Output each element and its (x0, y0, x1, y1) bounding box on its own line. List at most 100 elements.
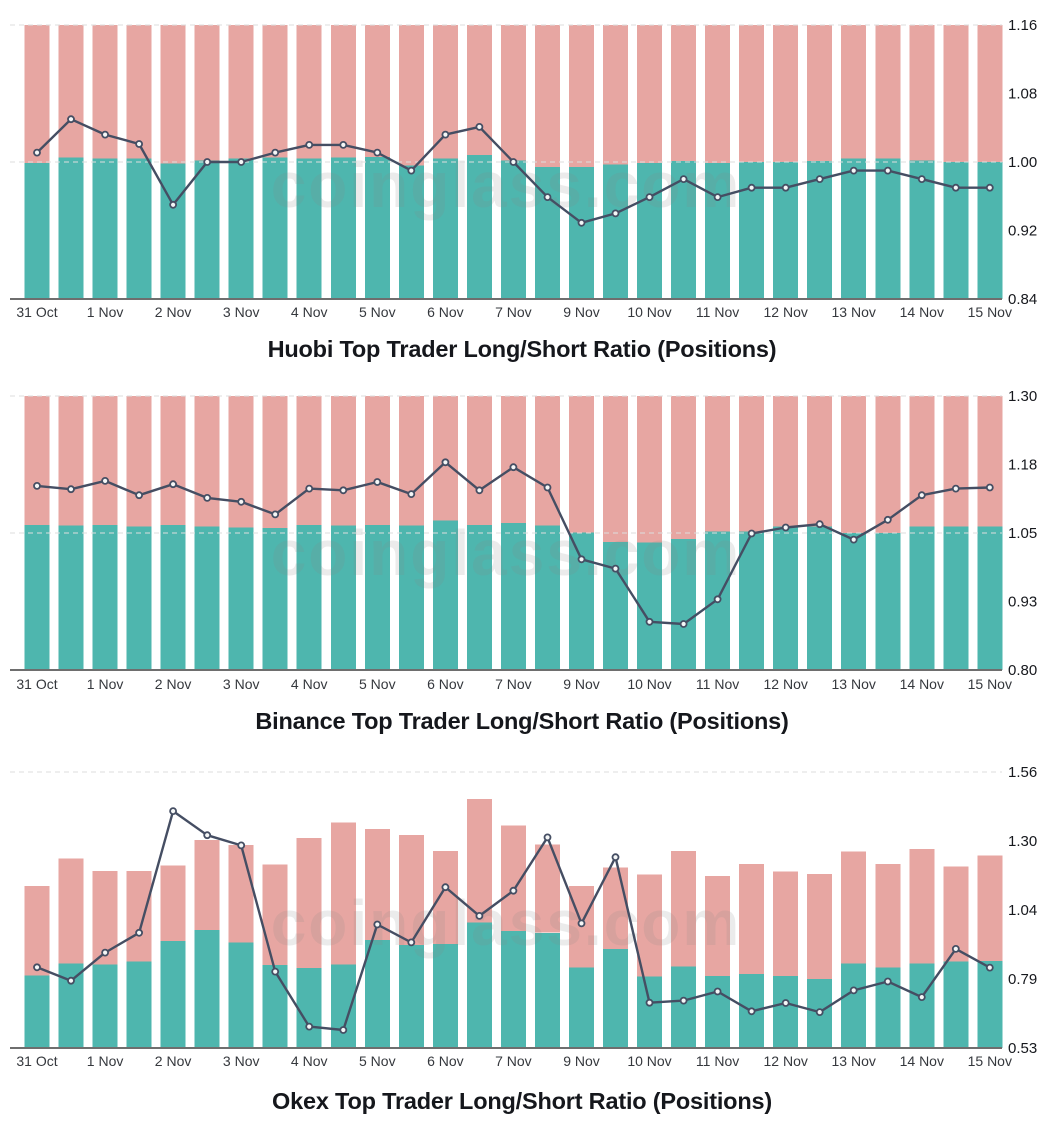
short-bar[interactable] (977, 855, 1003, 961)
ratio-marker[interactable] (713, 193, 722, 202)
short-bar[interactable] (58, 858, 84, 964)
short-bar[interactable] (943, 25, 969, 162)
ratio-marker[interactable] (543, 833, 552, 842)
ratio-marker[interactable] (373, 920, 382, 929)
short-bar[interactable] (296, 838, 322, 969)
ratio-marker[interactable] (917, 491, 926, 500)
long-bar[interactable] (160, 524, 186, 670)
long-bar[interactable] (364, 156, 390, 299)
ratio-marker[interactable] (373, 478, 382, 486)
ratio-marker[interactable] (645, 193, 654, 202)
short-bar[interactable] (705, 25, 731, 163)
long-bar[interactable] (875, 533, 901, 670)
short-bar[interactable] (296, 25, 322, 159)
long-bar[interactable] (24, 162, 50, 299)
long-bar[interactable] (500, 523, 526, 670)
long-bar[interactable] (262, 157, 288, 299)
short-bar[interactable] (909, 25, 935, 161)
short-bar[interactable] (228, 25, 254, 159)
long-bar[interactable] (773, 975, 799, 1048)
ratio-marker[interactable] (543, 193, 552, 202)
short-bar[interactable] (569, 396, 594, 533)
ratio-marker[interactable] (67, 485, 75, 494)
long-bar[interactable] (943, 961, 969, 1048)
ratio-marker[interactable] (577, 555, 586, 564)
ratio-marker[interactable] (407, 166, 416, 175)
long-bar[interactable] (637, 542, 662, 670)
long-bar[interactable] (160, 941, 186, 1048)
short-bar[interactable] (841, 25, 867, 159)
ratio-marker[interactable] (169, 807, 178, 815)
ratio-marker[interactable] (203, 493, 212, 502)
long-bar[interactable] (841, 533, 867, 670)
short-bar[interactable] (977, 25, 1003, 162)
short-bar[interactable] (126, 25, 152, 159)
long-bar[interactable] (739, 531, 765, 670)
short-bar[interactable] (875, 863, 901, 968)
short-bar[interactable] (705, 876, 731, 976)
ratio-marker[interactable] (135, 140, 144, 148)
ratio-marker[interactable] (203, 831, 212, 840)
long-bar[interactable] (330, 157, 356, 299)
ratio-marker[interactable] (339, 140, 348, 149)
long-bar[interactable] (773, 526, 799, 670)
short-bar[interactable] (194, 839, 220, 931)
short-bar[interactable] (160, 865, 186, 942)
short-bar[interactable] (194, 396, 220, 527)
ratio-marker[interactable] (747, 1007, 756, 1016)
short-bar[interactable] (126, 396, 152, 527)
ratio-marker[interactable] (441, 883, 450, 892)
ratio-marker[interactable] (441, 130, 450, 139)
short-bar[interactable] (773, 25, 799, 162)
long-bar[interactable] (126, 526, 152, 670)
ratio-marker[interactable] (577, 218, 586, 227)
ratio-marker[interactable] (883, 977, 892, 986)
long-bar[interactable] (330, 525, 356, 670)
long-bar[interactable] (364, 524, 390, 670)
ratio-marker[interactable] (951, 183, 960, 192)
ratio-marker[interactable] (509, 886, 518, 895)
long-bar[interactable] (194, 930, 220, 1048)
ratio-marker[interactable] (101, 948, 109, 957)
short-bar[interactable] (841, 396, 867, 533)
short-bar[interactable] (943, 396, 969, 527)
short-bar[interactable] (739, 396, 765, 532)
ratio-marker[interactable] (339, 1026, 348, 1034)
long-bar[interactable] (705, 162, 731, 299)
long-bar[interactable] (909, 160, 935, 299)
long-bar[interactable] (296, 968, 322, 1048)
ratio-marker[interactable] (985, 963, 994, 972)
long-bar[interactable] (262, 964, 288, 1048)
long-bar[interactable] (228, 942, 254, 1048)
long-bar[interactable] (671, 966, 697, 1049)
short-bar[interactable] (875, 25, 901, 159)
ratio-marker[interactable] (781, 523, 790, 532)
ratio-marker[interactable] (815, 1008, 824, 1016)
short-bar[interactable] (24, 396, 50, 525)
ratio-marker[interactable] (135, 491, 144, 500)
ratio-marker[interactable] (33, 963, 41, 972)
long-bar[interactable] (603, 164, 628, 299)
long-bar[interactable] (228, 158, 254, 299)
ratio-marker[interactable] (815, 175, 824, 184)
ratio-marker[interactable] (577, 919, 586, 928)
short-bar[interactable] (671, 25, 697, 162)
long-bar[interactable] (637, 976, 662, 1048)
short-bar[interactable] (909, 396, 935, 527)
ratio-marker[interactable] (475, 123, 484, 131)
short-bar[interactable] (262, 864, 288, 965)
long-bar[interactable] (296, 158, 322, 299)
ratio-marker[interactable] (883, 166, 892, 175)
ratio-marker[interactable] (849, 166, 858, 175)
ratio-marker[interactable] (747, 529, 756, 538)
ratio-marker[interactable] (951, 484, 960, 493)
long-bar[interactable] (603, 541, 628, 670)
long-bar[interactable] (228, 527, 254, 671)
ratio-marker[interactable] (305, 140, 314, 149)
ratio-marker[interactable] (679, 175, 688, 184)
short-bar[interactable] (262, 25, 288, 158)
ratio-marker[interactable] (135, 928, 144, 937)
ratio-marker[interactable] (611, 564, 620, 573)
ratio-marker[interactable] (645, 617, 654, 626)
ratio-marker[interactable] (305, 1022, 314, 1031)
